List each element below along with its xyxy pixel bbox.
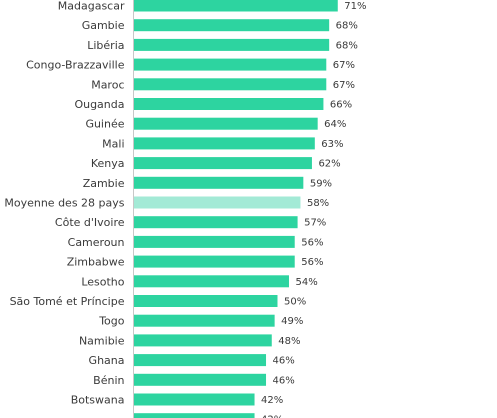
bar	[134, 314, 275, 327]
bar	[134, 235, 295, 248]
bar	[134, 98, 324, 110]
bar	[134, 78, 327, 91]
value-label: 64%	[324, 119, 346, 130]
category-label: Zambie	[83, 177, 125, 190]
bar	[134, 373, 267, 386]
bar	[134, 295, 278, 307]
value-label: 56%	[301, 237, 323, 248]
category-label: Maroc	[91, 78, 124, 91]
category-label: Côte d'Ivoire	[55, 216, 125, 229]
value-label: 54%	[295, 277, 317, 288]
category-label: Ouganda	[74, 98, 124, 111]
category-label: Congo-Brazzaville	[26, 59, 125, 72]
value-label: 66%	[330, 100, 352, 111]
value-label: 62%	[318, 159, 340, 170]
category-label: São Tomé et Príncipe	[10, 295, 125, 308]
bar	[134, 176, 304, 189]
bar	[134, 157, 312, 170]
bar	[134, 275, 289, 288]
category-label: Guinée	[85, 118, 124, 131]
value-label: 50%	[284, 297, 306, 308]
bar	[134, 196, 301, 209]
value-label: 48%	[278, 336, 300, 347]
bar	[134, 137, 315, 150]
category-label: Cameroun	[68, 236, 125, 249]
value-label: 63%	[321, 139, 343, 150]
value-label: 67%	[333, 60, 355, 71]
bar	[134, 354, 267, 367]
category-label: Mali	[102, 137, 124, 150]
bar	[134, 334, 272, 347]
category-label: Zimbabwe	[67, 256, 125, 269]
bar	[134, 58, 327, 71]
category-label: Gambie	[82, 19, 125, 32]
value-label: 46%	[273, 375, 295, 386]
value-label: 49%	[281, 316, 303, 327]
category-label: Madagascar	[58, 0, 125, 13]
bar	[134, 19, 330, 32]
value-label: 68%	[336, 21, 358, 32]
category-label: Moyenne des 28 pays	[4, 197, 124, 210]
value-label: 42%	[261, 415, 283, 418]
bar	[134, 0, 338, 12]
value-label: 67%	[333, 80, 355, 91]
value-label: 46%	[273, 356, 295, 367]
category-label: Togo	[98, 315, 125, 328]
value-label: 58%	[307, 198, 329, 209]
value-label: 71%	[344, 1, 366, 12]
bar	[134, 413, 255, 418]
bar	[134, 255, 295, 268]
value-label: 42%	[261, 395, 283, 406]
value-label: 68%	[336, 40, 358, 51]
value-label: 57%	[304, 218, 326, 229]
bar	[134, 117, 318, 130]
category-label: Namibie	[79, 334, 125, 347]
category-label: Bénin	[93, 374, 124, 387]
category-label: Kenya	[91, 157, 125, 170]
category-label: Libéria	[87, 39, 124, 52]
category-label: Ghana	[89, 354, 125, 367]
value-label: 59%	[310, 178, 332, 189]
bar	[134, 216, 298, 229]
category-label: Botswana	[71, 394, 125, 407]
bar	[134, 38, 330, 51]
value-label: 56%	[301, 257, 323, 268]
category-label: Lesotho	[81, 275, 124, 288]
bar	[134, 393, 255, 406]
